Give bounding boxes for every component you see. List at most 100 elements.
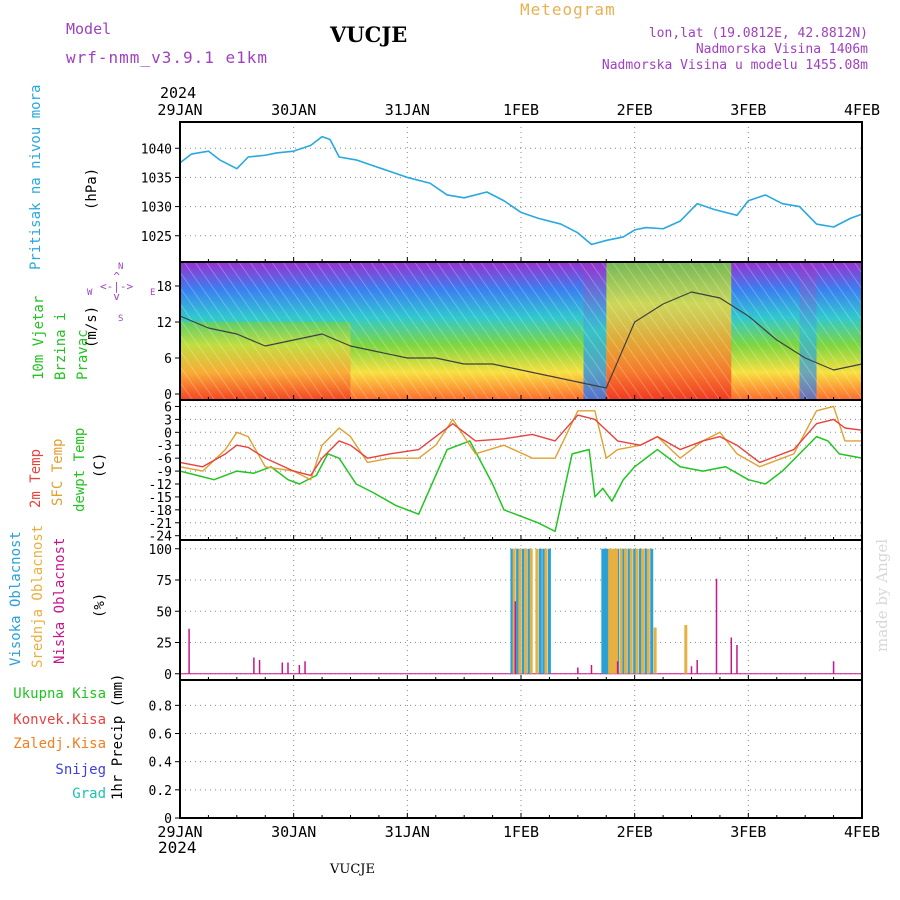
x-tick-label-bottom: 4FEB [844, 823, 880, 841]
low-cloud-bar [188, 628, 190, 674]
low-cloud-bar [298, 665, 301, 674]
low-cloud-bar [577, 667, 579, 674]
high-cloud-bar [516, 548, 520, 674]
high-cloud-bar [650, 548, 654, 674]
y-tick-label: -21 [149, 517, 172, 532]
y-tick-label: 75 [156, 574, 172, 589]
high-cloud-bar [538, 548, 542, 674]
mid-cloud-bar [629, 548, 633, 674]
y-tick-label: 0 [164, 812, 172, 827]
mid-cloud-bar [512, 548, 516, 674]
y-tick-label: -15 [149, 491, 172, 506]
mid-cloud-bar [535, 548, 539, 674]
y-tick-label: -18 [149, 504, 172, 519]
model-label: Model [66, 20, 112, 38]
x-tick-label-top: 1FEB [503, 101, 539, 119]
low-cloud-bar [715, 578, 718, 674]
high-cloud-bar [603, 548, 607, 674]
mid-cloud-bar [684, 625, 688, 674]
mid-cloud-bar [641, 548, 645, 674]
mid-cloud-bar [524, 548, 528, 674]
low-cloud-bar [287, 662, 289, 674]
y-tick-label: 1040 [141, 142, 172, 157]
high-cloud-bar [627, 548, 631, 674]
y-tick-label: 12 [156, 316, 172, 331]
mid-cloud-bar [518, 548, 522, 674]
mid-cloud-bar [544, 548, 548, 674]
dewpt-line [179, 435, 863, 533]
elevation-label: Nadmorska Visina 1406m [695, 42, 868, 57]
mid-cloud-bar [608, 548, 612, 674]
legend-snow: Snijeg [55, 762, 106, 778]
high-cloud-bar [542, 548, 546, 674]
low-cloud-bar [514, 601, 517, 674]
y-tick-label: 0.4 [149, 756, 173, 771]
low-cloud-bar [730, 637, 733, 674]
y-tick-label: 3 [164, 413, 172, 428]
legend-graupel: Grad [72, 786, 106, 802]
y-tick-label: 0 [164, 426, 172, 441]
legend-conv-rain: Konvek.Kisa [13, 712, 106, 728]
mid-cloud-bar [612, 548, 616, 674]
x-tick-label-bottom: 30JAN [271, 823, 316, 841]
y-tick-label: -9 [156, 465, 172, 480]
wind-speed-line [179, 291, 863, 389]
legend-total-rain: Ukupna Kisa [13, 686, 106, 702]
y-tick-label: 1035 [141, 171, 172, 186]
low-cloud-bar [281, 662, 284, 674]
y-tick-label: 18 [156, 280, 172, 295]
x-tick-label-top: 4FEB [844, 101, 880, 119]
year-top: 2024 [160, 84, 197, 102]
y-tick-label: -12 [149, 478, 172, 493]
compass-north: N [118, 262, 124, 272]
high-cloud-bar [527, 548, 531, 674]
high-cloud-bar [644, 548, 648, 674]
legend-frz-rain: Zaledj.Kisa [13, 736, 106, 752]
high-cloud-bar [601, 548, 605, 674]
pressure-line [179, 135, 863, 246]
y-tick-label: 1030 [141, 201, 172, 216]
mid-cloud-bar [653, 627, 657, 674]
y-tick-label: 6 [164, 352, 172, 367]
x-tick-label-top: 2FEB [617, 101, 653, 119]
compass-west: W [87, 288, 93, 298]
high-cloud-bar [638, 548, 642, 674]
model-name: wrf-nmm_v3.9.1 e1km [66, 48, 269, 67]
y-tick-label: 0.2 [149, 784, 172, 799]
mid-cloud-bar [619, 548, 623, 674]
mid-cloud-bar [635, 548, 639, 674]
x-tick-label-top: 3FEB [730, 101, 766, 119]
low-cloud-bar [258, 660, 261, 674]
station-title: VUCJE [330, 22, 408, 47]
mid-cloud-bar [624, 548, 628, 674]
y-tick-label: 0.6 [149, 728, 172, 743]
high-cloud-bar [621, 548, 625, 674]
compass-arrows: ^ <-|-> v [100, 270, 134, 303]
high-cloud-bar [605, 548, 609, 674]
low-cloud-bar [253, 657, 255, 674]
footer-station: VUCJE [330, 862, 375, 877]
y-tick-label: 0 [164, 668, 172, 683]
low-cloud-bar [696, 660, 698, 674]
x-tick-label-bottom: 3FEB [730, 823, 766, 841]
x-tick-label-top: 30JAN [271, 101, 316, 119]
y-tick-label: 50 [156, 605, 172, 620]
x-tick-label-bottom: 29JAN [157, 823, 202, 841]
low-cloud-bar [736, 645, 738, 674]
x-tick-label-top: 31JAN [385, 101, 430, 119]
y-tick-label: -24 [149, 530, 173, 545]
model-elevation-label: Nadmorska Visina u modelu 1455.08m [601, 58, 868, 73]
x-tick-label-bottom: 2FEB [617, 823, 653, 841]
mid-cloud-bar [529, 548, 533, 674]
low-cloud-bar [304, 661, 306, 674]
y-tick-label: 6 [164, 400, 172, 415]
temp2m-line [179, 414, 863, 477]
low-cloud-bar [616, 661, 619, 674]
x-tick-label-bottom: 1FEB [503, 823, 539, 841]
mid-cloud-bar [614, 548, 618, 674]
compass-south: S [118, 314, 124, 324]
x-tick-label-top: 29JAN [157, 101, 202, 119]
high-cloud-bar [510, 548, 514, 674]
x-tick-label-bottom: 31JAN [385, 823, 430, 841]
